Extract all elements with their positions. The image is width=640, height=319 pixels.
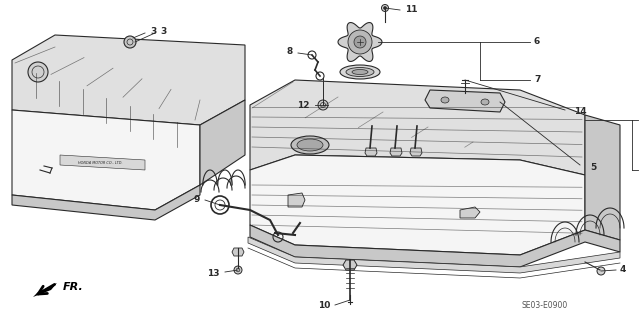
Text: 13: 13 <box>207 270 220 278</box>
Polygon shape <box>343 260 357 270</box>
Text: 7: 7 <box>534 76 540 85</box>
Circle shape <box>354 36 366 48</box>
Text: 5: 5 <box>590 164 596 173</box>
Polygon shape <box>585 115 620 240</box>
Text: 9: 9 <box>194 195 200 204</box>
Polygon shape <box>338 23 382 62</box>
Polygon shape <box>250 225 620 267</box>
Ellipse shape <box>352 70 368 75</box>
Circle shape <box>234 266 242 274</box>
Text: 1: 1 <box>639 115 640 124</box>
Polygon shape <box>33 283 57 297</box>
Ellipse shape <box>297 139 323 151</box>
Polygon shape <box>12 35 245 125</box>
Text: 14: 14 <box>574 108 587 116</box>
Text: 11: 11 <box>405 5 417 14</box>
Text: 3: 3 <box>160 26 166 35</box>
Polygon shape <box>60 155 145 170</box>
Polygon shape <box>365 148 377 156</box>
Text: 3: 3 <box>150 27 156 36</box>
Text: 4: 4 <box>620 265 627 275</box>
Text: 12: 12 <box>298 100 310 109</box>
Text: 10: 10 <box>317 301 330 310</box>
Text: HONDA MOTOR CO., LTD.: HONDA MOTOR CO., LTD. <box>77 161 122 165</box>
Polygon shape <box>425 90 505 112</box>
Circle shape <box>28 62 48 82</box>
Polygon shape <box>250 80 585 175</box>
Ellipse shape <box>481 99 489 105</box>
Text: 8: 8 <box>287 48 293 56</box>
Polygon shape <box>232 248 244 256</box>
Polygon shape <box>12 185 200 220</box>
Text: 2: 2 <box>639 166 640 174</box>
Ellipse shape <box>291 136 329 154</box>
Circle shape <box>597 267 605 275</box>
Polygon shape <box>248 237 620 273</box>
Text: SE03-E0900: SE03-E0900 <box>522 301 568 310</box>
Text: FR.: FR. <box>63 282 84 292</box>
Polygon shape <box>200 100 245 185</box>
Polygon shape <box>12 110 200 210</box>
Circle shape <box>318 100 328 110</box>
Circle shape <box>383 6 387 10</box>
Ellipse shape <box>346 68 374 77</box>
Polygon shape <box>288 193 305 207</box>
Polygon shape <box>390 148 402 156</box>
Ellipse shape <box>340 65 380 79</box>
Circle shape <box>381 4 388 11</box>
Polygon shape <box>250 155 585 255</box>
Polygon shape <box>410 148 422 156</box>
Circle shape <box>124 36 136 48</box>
Text: 6: 6 <box>534 38 540 47</box>
Polygon shape <box>460 207 480 218</box>
Circle shape <box>348 30 372 54</box>
Ellipse shape <box>441 97 449 103</box>
